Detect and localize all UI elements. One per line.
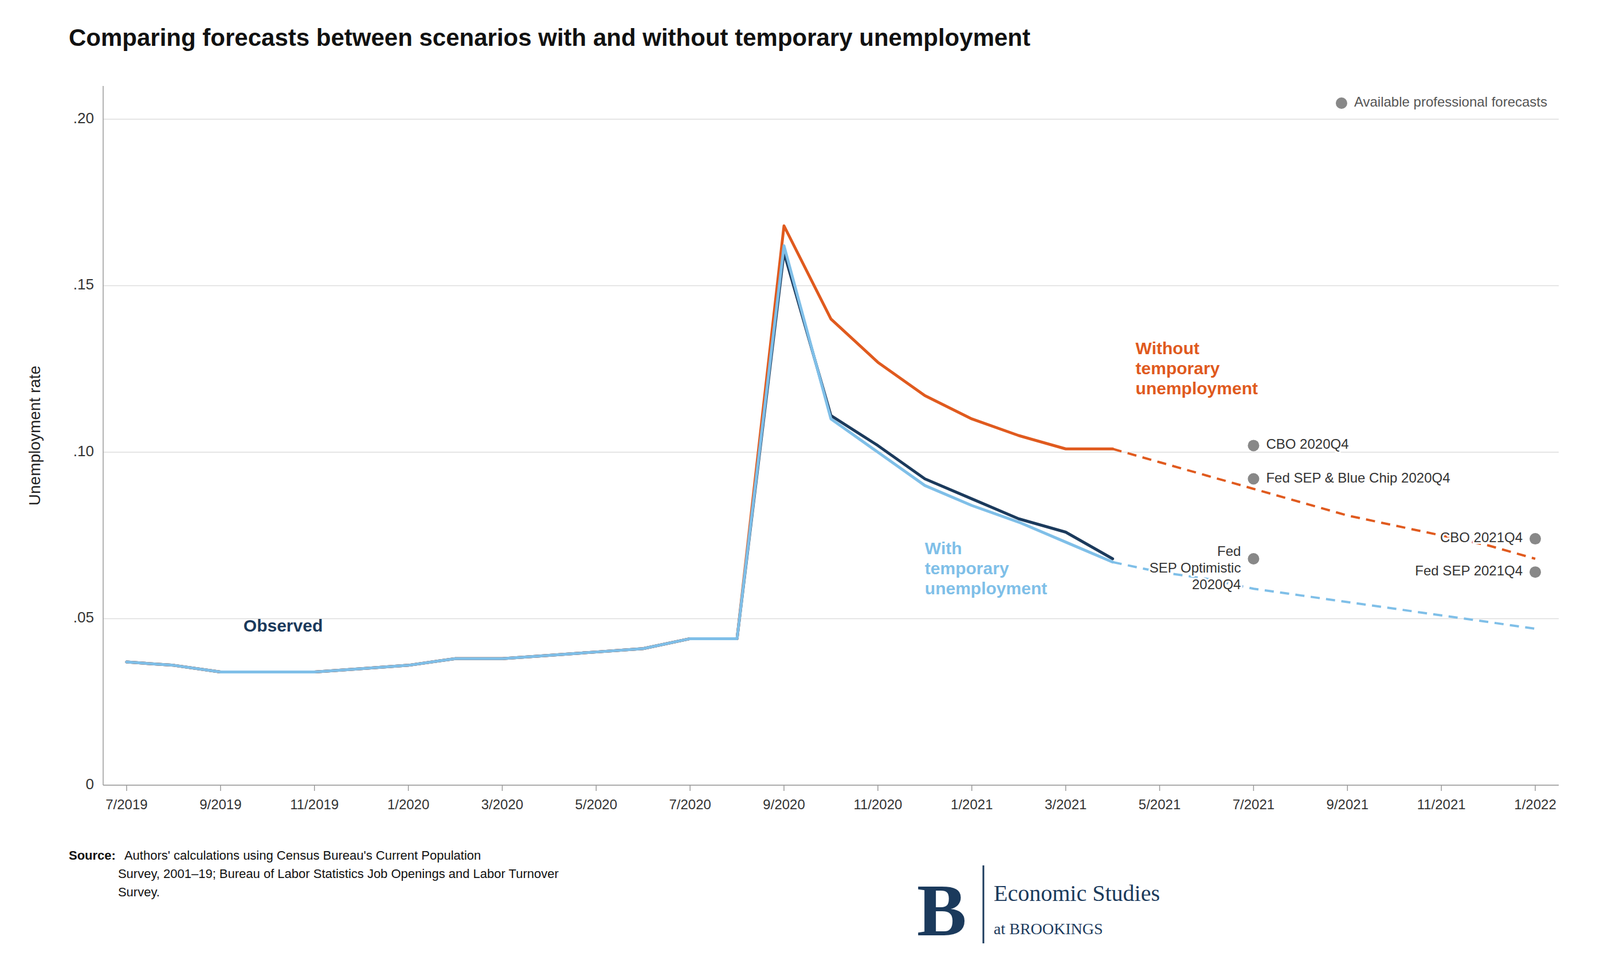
x-axis: 7/2019 9/2019 11/2019 1/2020 3/2020 5/2020 7/2… (103, 785, 1559, 813)
y-axis-label: Unemployment rate (25, 365, 44, 506)
forecast-dot (1529, 566, 1541, 578)
x-tick (502, 785, 504, 791)
legend-label: Available professional forecasts (1354, 93, 1548, 110)
x-tick-label: 11/2020 (853, 796, 903, 813)
annotations: ObservedWithouttemporaryunemploymentWith… (243, 338, 1523, 635)
title: Comparing forecasts between scenarios wi… (68, 24, 1031, 52)
x-tick (1534, 785, 1536, 791)
text-line: Survey, 2001–19; Bureau of Labor Statist… (118, 866, 559, 881)
y-tick-label: .15 (73, 275, 94, 293)
logo: B Economic Studies at BROOKINGS (916, 865, 1160, 952)
text-line: CBO 2021Q4 (1440, 529, 1523, 545)
x-tick (595, 785, 598, 791)
forecast-label: FedSEP Optimistic2020Q4 (1149, 543, 1242, 592)
logo-mark: B (916, 868, 967, 952)
text-line: unemployment (924, 578, 1047, 598)
x-tick-label: 3/2021 (1044, 796, 1087, 813)
y-tick-label: .05 (73, 608, 94, 626)
text-line: 2020Q4 (1191, 576, 1241, 592)
y-tick-label: .10 (73, 442, 94, 460)
line-series (126, 252, 1113, 672)
y-axis-line (102, 85, 104, 786)
x-tick-label: 9/2020 (762, 796, 805, 813)
chart: Comparing forecasts between scenarios wi… (0, 0, 1600, 972)
forecast-dot (1247, 553, 1260, 565)
forecast-dot (1247, 473, 1260, 485)
plot-marks (126, 225, 1541, 672)
text-line: With (924, 538, 963, 558)
source-text: Authors' calculations using Census Burea… (118, 848, 559, 900)
x-tick-label: 3/2020 (481, 796, 524, 813)
logo-name: Economic Studies (993, 880, 1160, 907)
x-tick (689, 785, 691, 791)
x-tick-label: 7/2019 (105, 796, 148, 813)
forecast-label: Fed SEP & Blue Chip 2020Q4 (1265, 469, 1450, 486)
text-line: Observed (243, 616, 323, 635)
text-line: Survey. (118, 884, 160, 900)
logo-sub: at BROOKINGS (993, 919, 1104, 938)
x-tick (783, 785, 785, 791)
forecast-label: CBO 2021Q4 (1440, 529, 1523, 545)
x-tick-label: 11/2019 (289, 796, 339, 813)
grid-line (103, 784, 1559, 786)
x-tick (126, 785, 128, 791)
text-line: Fed (1217, 543, 1241, 559)
grid-line (103, 118, 1559, 120)
legend: Available professional forecasts (1335, 93, 1548, 110)
text-line: Fed SEP 2021Q4 (1414, 563, 1523, 579)
background (0, 0, 1600, 972)
logo-separator (982, 865, 985, 944)
x-tick-label: 5/2020 (575, 796, 618, 813)
text-line: Without (1135, 338, 1200, 358)
y-tick-label: .20 (73, 109, 94, 127)
series-label: Withouttemporaryunemployment (1135, 338, 1258, 398)
x-tick-label: 5/2021 (1138, 796, 1181, 813)
legend-marker (1335, 97, 1348, 109)
forecast-label: CBO 2020Q4 (1265, 436, 1349, 453)
x-tick-label: 7/2020 (668, 796, 711, 813)
text-line: temporary (1135, 358, 1221, 378)
text-line: temporary (924, 558, 1010, 578)
x-tick (971, 785, 973, 791)
line-series (126, 225, 1113, 672)
x-tick-label: 1/2022 (1514, 796, 1556, 813)
y-axis: 0 .05 .10 .15 .20 (73, 85, 104, 793)
text-line: Fed SEP & Blue Chip 2020Q4 (1265, 469, 1450, 486)
forecast-label: Fed SEP 2021Q4 (1414, 563, 1523, 579)
grid-line (103, 285, 1559, 287)
forecast-dot (1529, 532, 1541, 545)
text-line: Authors' calculations using Census Burea… (118, 848, 481, 863)
x-tick (1253, 785, 1255, 791)
line-series (1112, 448, 1536, 559)
series-label: Observed (243, 616, 323, 635)
x-tick-label: 1/2021 (950, 796, 993, 813)
x-tick (1065, 785, 1067, 791)
x-tick (1159, 785, 1161, 791)
x-tick (1347, 785, 1349, 791)
text-line: SEP Optimistic (1149, 559, 1242, 576)
x-tick (314, 785, 316, 791)
x-axis-line (103, 784, 1559, 786)
forecast-dot (1247, 439, 1260, 452)
x-tick (877, 785, 879, 791)
text-line: unemployment (1135, 378, 1258, 398)
series-label: Withtemporaryunemployment (924, 538, 1047, 598)
x-tick-label: 9/2021 (1326, 796, 1369, 813)
x-tick-label: 9/2019 (199, 796, 242, 813)
source-label: Source: (68, 848, 116, 863)
y-grid (103, 119, 1559, 786)
line-series (126, 245, 1113, 673)
x-tick (408, 785, 410, 791)
x-tick (1440, 785, 1442, 791)
y-tick-label: 0 (85, 775, 94, 793)
x-tick-label: 1/2020 (387, 796, 430, 813)
text-line: CBO 2020Q4 (1265, 436, 1349, 453)
x-tick-label: 7/2021 (1232, 796, 1275, 813)
x-tick-label: 11/2021 (1417, 796, 1466, 813)
x-tick (220, 785, 222, 791)
